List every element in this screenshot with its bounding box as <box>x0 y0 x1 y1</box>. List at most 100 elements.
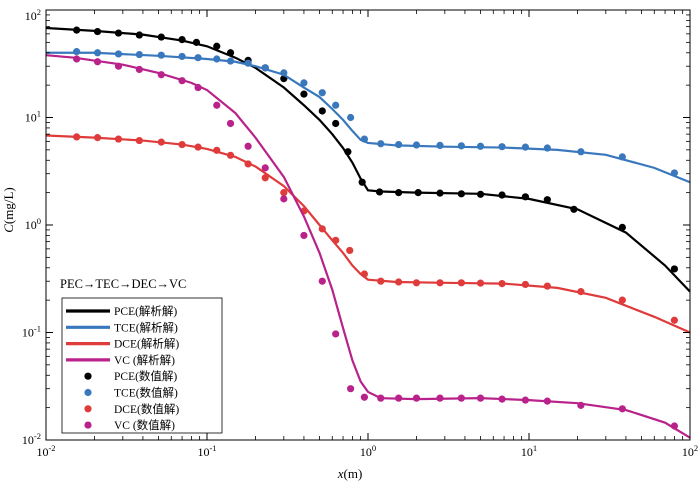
y-tick-label: 10-1 <box>22 324 41 340</box>
data-point-0-16 <box>358 178 366 186</box>
data-point-0-28 <box>670 265 679 273</box>
data-point-2-25 <box>543 282 551 290</box>
x-axis-unit: (m) <box>344 466 363 481</box>
legend-label: DCE(解析解) <box>114 337 179 351</box>
data-point-2-14 <box>332 236 340 244</box>
legend-label: TCE(数值解) <box>114 386 178 400</box>
data-point-3-20 <box>436 394 444 402</box>
svg-text:C(mg/L): C(mg/L) <box>1 187 16 233</box>
data-point-3-0 <box>73 55 81 63</box>
data-point-0-2 <box>114 29 123 37</box>
axis-ticks: 10-2 10-1 100 101 102 10-2 10-1 100 101 102 <box>22 7 698 459</box>
data-point-1-18 <box>395 140 403 149</box>
data-point-0-22 <box>476 190 485 198</box>
data-point-1-21 <box>457 142 465 150</box>
data-point-3-23 <box>498 395 506 403</box>
data-point-0-20 <box>436 189 444 197</box>
data-point-2-7 <box>213 146 221 154</box>
data-point-0-24 <box>521 193 530 201</box>
x-axis-var: x <box>337 466 344 481</box>
x-tick-label: 101 <box>521 443 537 459</box>
data-point-3-27 <box>618 405 626 413</box>
data-point-2-19 <box>412 279 421 287</box>
data-point-3-10 <box>261 164 269 172</box>
data-point-2-18 <box>395 278 403 286</box>
data-point-1-7 <box>213 55 221 63</box>
data-point-1-10 <box>261 64 269 72</box>
series-2 <box>45 133 691 334</box>
data-point-1-2 <box>114 50 123 58</box>
data-point-1-12 <box>300 79 308 87</box>
data-point-0-17 <box>375 188 384 196</box>
data-point-1-28 <box>670 169 679 177</box>
data-point-2-21 <box>457 279 465 287</box>
data-point-1-13 <box>318 89 326 97</box>
data-point-3-6 <box>194 83 202 92</box>
data-point-1-6 <box>194 54 202 62</box>
chart-marks <box>45 26 691 439</box>
data-point-2-6 <box>194 143 202 151</box>
data-point-3-18 <box>395 394 403 402</box>
data-point-3-4 <box>157 71 165 79</box>
data-point-1-16 <box>360 135 369 143</box>
y-axis-var: C <box>1 224 16 233</box>
data-point-1-11 <box>280 69 288 77</box>
data-point-1-22 <box>476 142 485 150</box>
data-point-3-28 <box>670 422 679 430</box>
data-point-3-15 <box>347 385 355 393</box>
data-point-0-25 <box>543 196 551 204</box>
data-point-0-14 <box>332 119 340 128</box>
data-point-2-23 <box>498 280 506 288</box>
data-point-1-0 <box>73 48 81 56</box>
series-3 <box>45 54 691 439</box>
data-point-0-19 <box>414 189 422 197</box>
data-point-0-23 <box>498 191 506 199</box>
data-point-3-25 <box>543 397 551 405</box>
legend-label: VC (数值解) <box>114 418 175 432</box>
data-point-0-5 <box>178 36 186 44</box>
data-point-0-15 <box>344 148 352 156</box>
data-point-2-17 <box>377 277 385 285</box>
annotation: PEC→TEC→DEC→VC <box>60 277 186 291</box>
data-point-2-20 <box>436 279 444 287</box>
x-tick-label: 10-2 <box>36 443 55 459</box>
data-point-1-17 <box>377 140 385 148</box>
data-point-1-9 <box>244 59 252 67</box>
y-tick-label: 100 <box>25 216 41 232</box>
svg-text:x(m): x(m) <box>337 466 363 481</box>
data-point-1-24 <box>521 143 530 151</box>
data-point-3-13 <box>318 277 326 285</box>
data-point-2-26 <box>577 288 585 296</box>
data-point-1-14 <box>332 101 340 109</box>
y-axis-unit: (mg/L) <box>1 187 16 224</box>
data-point-2-10 <box>261 174 269 182</box>
data-point-0-27 <box>618 223 626 231</box>
data-point-2-1 <box>93 134 102 142</box>
data-point-0-8 <box>226 49 235 57</box>
data-point-2-16 <box>360 270 369 278</box>
legend-marker-swatch <box>84 372 92 380</box>
data-point-1-27 <box>618 153 626 161</box>
x-tick-label: 102 <box>682 443 698 459</box>
y-tick-label: 102 <box>25 7 41 23</box>
legend-label: TCE(解析解) <box>114 320 178 334</box>
data-point-3-5 <box>178 77 186 85</box>
legend-label: VC (解析解) <box>114 353 175 367</box>
data-point-3-17 <box>377 394 385 402</box>
data-point-1-8 <box>226 57 235 65</box>
data-point-2-8 <box>226 151 235 159</box>
data-point-3-7 <box>213 101 221 109</box>
data-point-2-24 <box>521 280 530 289</box>
data-point-0-13 <box>318 107 326 115</box>
data-point-0-21 <box>457 190 465 198</box>
data-point-1-23 <box>498 143 506 151</box>
series-0 <box>45 26 691 293</box>
data-point-2-28 <box>670 316 679 324</box>
data-point-3-16 <box>360 393 369 401</box>
data-point-2-27 <box>618 296 626 304</box>
data-point-1-4 <box>157 51 165 59</box>
data-point-3-12 <box>300 231 308 240</box>
data-point-0-18 <box>395 189 403 197</box>
data-point-2-15 <box>346 246 354 255</box>
